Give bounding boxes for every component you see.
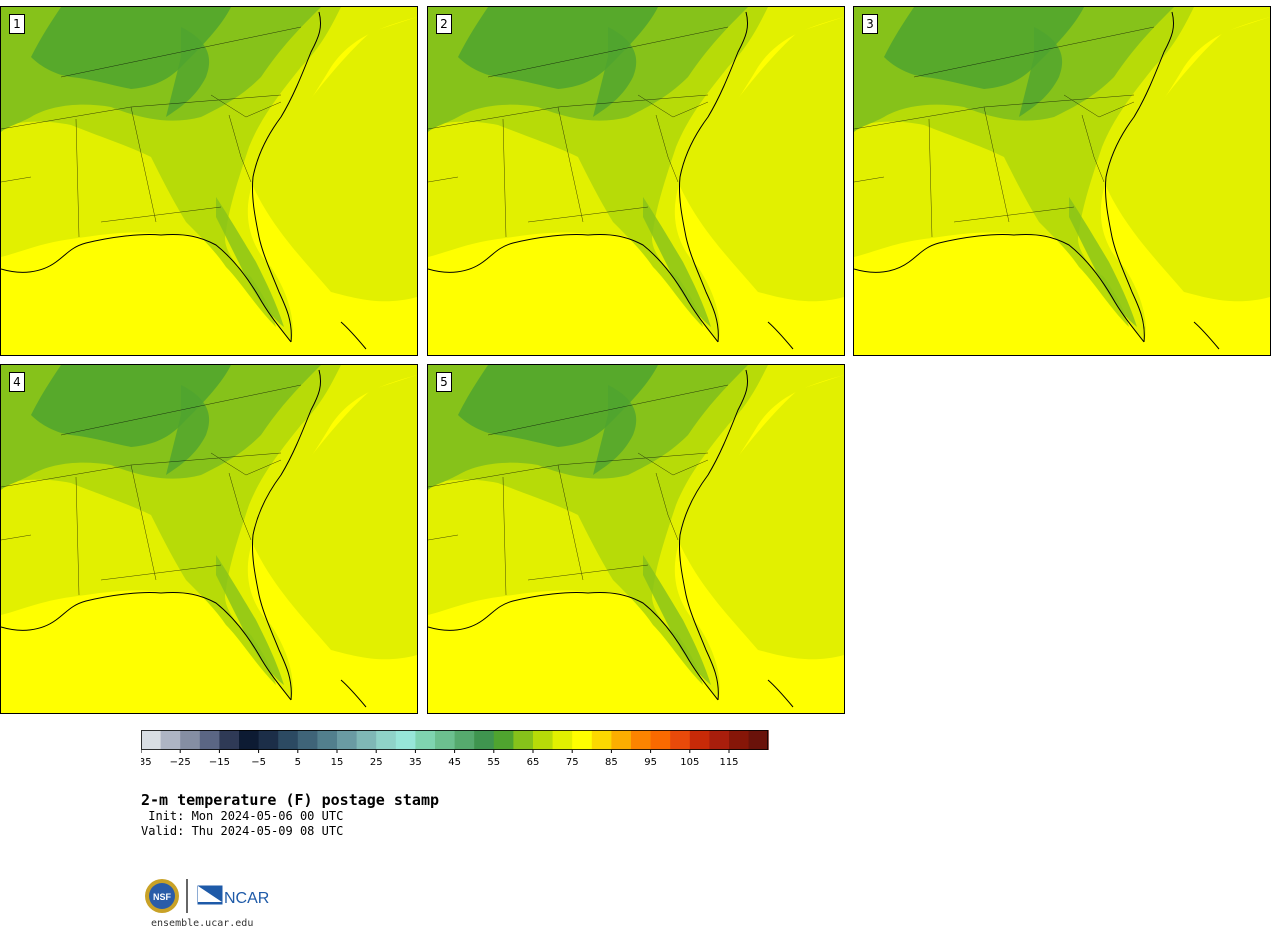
- colorbar-swatch: [258, 730, 279, 750]
- temperature-map: [428, 365, 844, 713]
- colorbar-tick-label: −5: [251, 757, 266, 768]
- ncar-logo: NCAR: [197, 885, 269, 907]
- colorbar-tick-label: 15: [331, 757, 344, 768]
- colorbar-tick-label: 55: [487, 757, 500, 768]
- nsf-ncar-logos: NSF NCAR: [145, 879, 269, 913]
- temperature-colorbar: −35 −25 −15 −5 5 15 25 35 45 55 65 75 85 95 105 115: [141, 730, 769, 768]
- temperature-map: [428, 7, 844, 355]
- colorbar-swatch: [141, 730, 162, 750]
- colorbar-swatch: [533, 730, 554, 750]
- stamp-label: 5: [436, 372, 452, 392]
- colorbar-swatch: [572, 730, 593, 750]
- colorbar-tick-label: 105: [680, 757, 699, 768]
- colorbar-tick-label: −15: [209, 757, 230, 768]
- colorbar-swatch: [729, 730, 750, 750]
- colorbar-tick-label: 45: [448, 757, 461, 768]
- nsf-logo-text: NSF: [153, 892, 172, 902]
- stamp-label: 2: [436, 14, 452, 34]
- colorbar-swatch: [219, 730, 240, 750]
- colorbar-swatch: [748, 730, 769, 750]
- colorbar-swatch: [689, 730, 710, 750]
- stamp-panel-4: 4: [0, 364, 418, 714]
- colorbar-swatch: [591, 730, 612, 750]
- colorbar-swatch: [631, 730, 652, 750]
- colorbar-swatch: [376, 730, 397, 750]
- colorbar-swatch: [239, 730, 260, 750]
- colorbar-swatch: [611, 730, 632, 750]
- stamp-label: 1: [9, 14, 25, 34]
- colorbar-swatch: [395, 730, 416, 750]
- colorbar-tick-label: 115: [719, 757, 738, 768]
- nsf-logo: NSF: [145, 879, 179, 913]
- colorbar-swatch: [650, 730, 671, 750]
- colorbar-swatch: [474, 730, 495, 750]
- colorbar-swatch: [297, 730, 318, 750]
- colorbar-tick-label: 5: [295, 757, 301, 768]
- valid-time: Valid: Thu 2024-05-09 08 UTC: [141, 824, 344, 838]
- plot-title: 2-m temperature (F) postage stamp: [141, 791, 440, 809]
- stamp-label: 3: [862, 14, 878, 34]
- stamp-panel-2: 2: [427, 6, 845, 356]
- site-url: ensemble.ucar.edu: [151, 918, 254, 929]
- colorbar-swatch: [180, 730, 201, 750]
- init-time: Init: Mon 2024-05-06 00 UTC: [141, 809, 344, 823]
- colorbar-tick-label: 75: [566, 757, 579, 768]
- stamp-label: 4: [9, 372, 25, 392]
- stamp-panel-1: 1: [0, 6, 418, 356]
- colorbar-swatch: [160, 730, 181, 750]
- colorbar-swatch: [454, 730, 475, 750]
- colorbar-tick-label: 95: [644, 757, 657, 768]
- temperature-map: [854, 7, 1270, 355]
- colorbar-swatch: [552, 730, 573, 750]
- colorbar-swatch: [435, 730, 456, 750]
- colorbar-swatch: [513, 730, 534, 750]
- stamp-panel-3: 3: [853, 6, 1271, 356]
- colorbar-swatch: [670, 730, 691, 750]
- temperature-map: [1, 7, 417, 355]
- colorbar-tick-label: 85: [605, 757, 618, 768]
- colorbar-swatch: [709, 730, 730, 750]
- colorbar-tick-label: −25: [170, 757, 191, 768]
- colorbar-tick-label: 25: [370, 757, 383, 768]
- ncar-logo-text: NCAR: [224, 890, 269, 907]
- colorbar-tick-label: −35: [141, 757, 152, 768]
- colorbar-swatch: [493, 730, 514, 750]
- colorbar-swatch: [356, 730, 377, 750]
- colorbar-swatch: [317, 730, 338, 750]
- colorbar-swatch: [415, 730, 436, 750]
- colorbar-swatch: [337, 730, 358, 750]
- temperature-map: [1, 365, 417, 713]
- colorbar-tick-label: 35: [409, 757, 422, 768]
- colorbar-swatch: [199, 730, 220, 750]
- stamp-panel-5: 5: [427, 364, 845, 714]
- colorbar-swatch: [278, 730, 299, 750]
- colorbar-tick-label: 65: [527, 757, 540, 768]
